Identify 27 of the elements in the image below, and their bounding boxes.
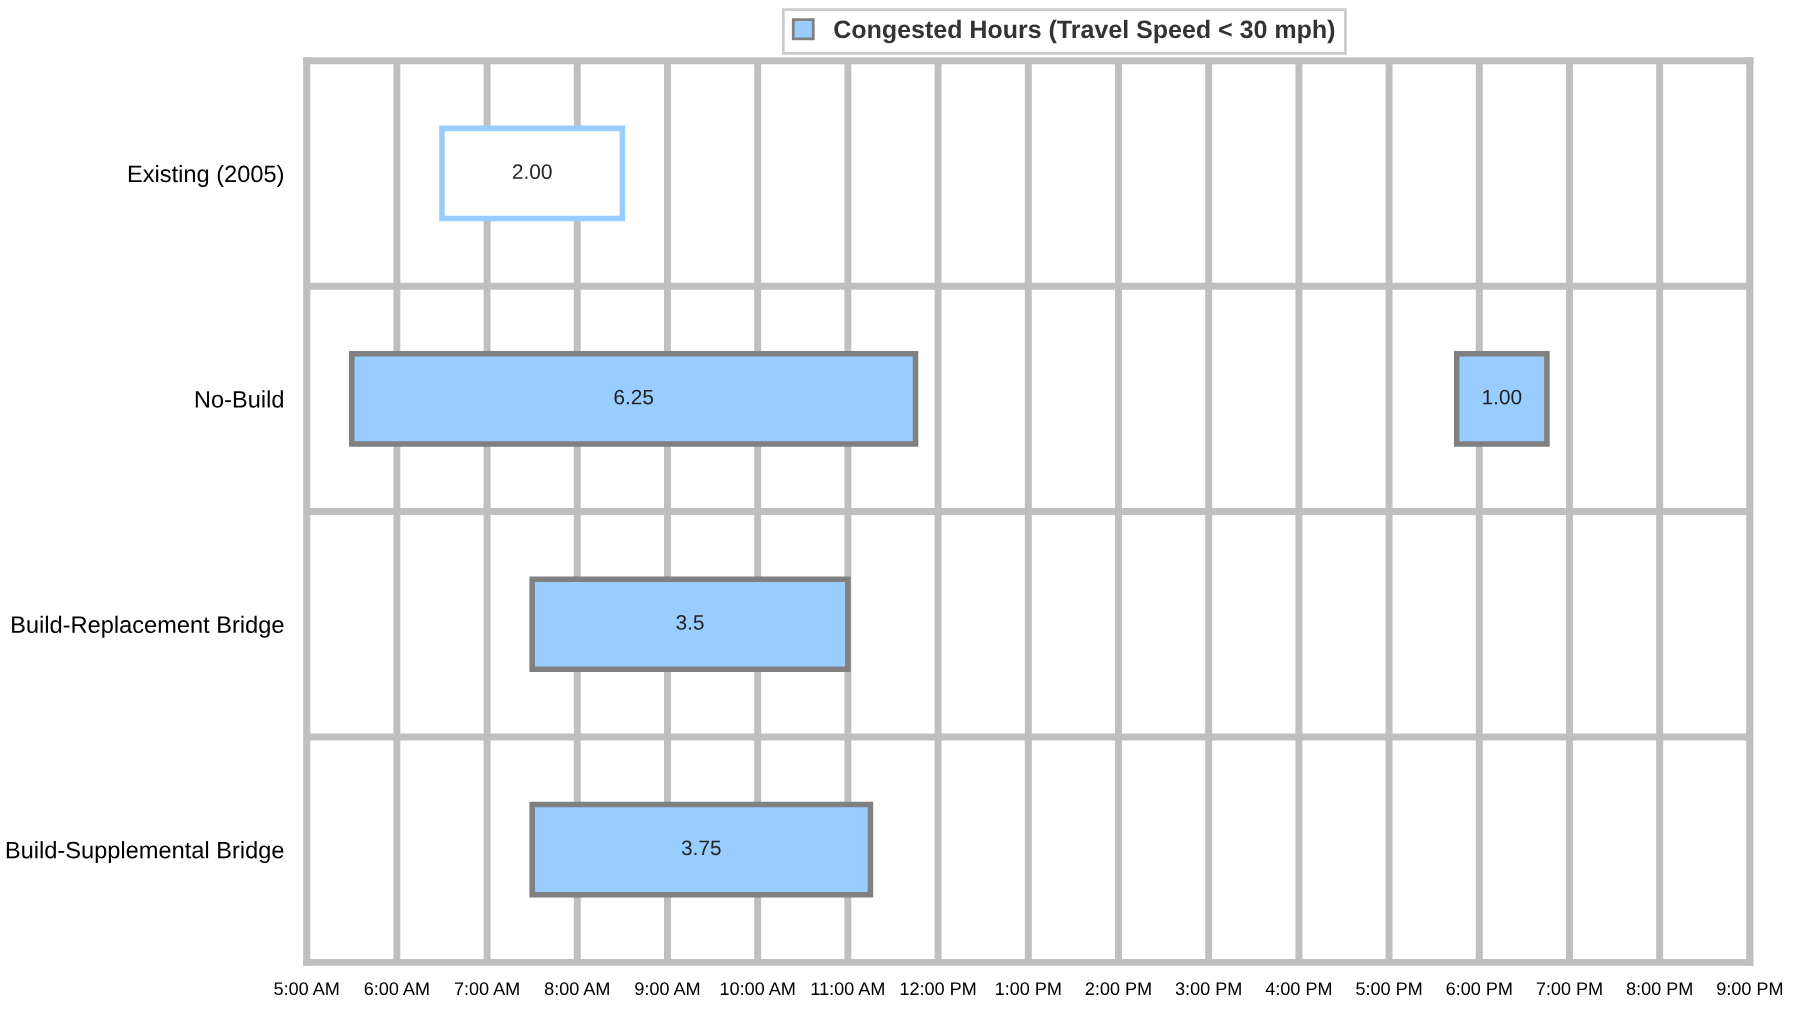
x-tick-label: 2:00 PM [1085, 982, 1151, 996]
x-tick-label: 1:00 PM [996, 982, 1061, 996]
data-label: 2.00 [512, 164, 552, 180]
x-tick-label: 6:00 AM [364, 982, 429, 996]
data-label: 1.00 [1483, 389, 1522, 405]
x-tick-label: 7:00 PM [1536, 982, 1602, 996]
x-tick-label: 12:00 PM [900, 982, 976, 996]
x-tick-label: 8:00 PM [1626, 982, 1692, 996]
x-tick-label: 5:00 PM [1356, 982, 1422, 996]
x-tick-label: 8:00 AM [544, 982, 609, 996]
x-tick-label: 6:00 PM [1446, 982, 1512, 996]
data-label: 6.25 [614, 389, 654, 405]
data-label: 3.5 [676, 615, 704, 630]
x-tick-label: 4:00 PM [1265, 982, 1332, 996]
x-tick-label: 11:00 AM [811, 982, 884, 996]
y-tick-label: Build-Replacement Bridge [12, 615, 284, 638]
x-tick-label: 7:00 AM [454, 982, 519, 996]
y-tick-label: Build-Supplemental Bridge [6, 841, 284, 864]
y-tick-label: No-Build [195, 390, 283, 408]
data-label: 3.75 [681, 840, 721, 856]
y-tick-label: Existing (2005) [128, 164, 283, 187]
legend-label: Congested Hours (Travel Speed < 30 mph) [834, 19, 1335, 44]
x-tick-label: 3:00 PM [1175, 982, 1241, 996]
x-tick-label: 9:00 PM [1717, 982, 1783, 996]
x-tick-label: 5:00 AM [274, 982, 339, 996]
x-tick-label: 9:00 AM [635, 982, 700, 996]
x-tick-label: 10:00 AM [720, 982, 795, 996]
